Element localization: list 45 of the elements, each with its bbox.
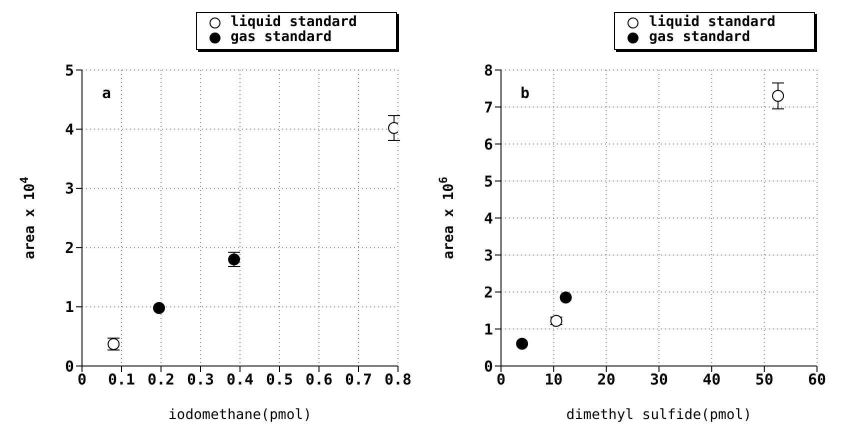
annotation: b: [520, 84, 530, 102]
x-tick-label: 0.7: [344, 370, 372, 389]
x-tick-label: 0.3: [186, 370, 214, 389]
x-tick-label: 0.8: [384, 370, 412, 389]
x-tick-label: 0.2: [147, 370, 175, 389]
x-tick-label: 0: [496, 370, 506, 389]
x-tick-label: 40: [702, 370, 720, 389]
y-tick-label: 2: [483, 283, 492, 302]
x-tick-label: 0.4: [226, 370, 254, 389]
y-tick-label: 4: [64, 120, 74, 139]
x-tick-label: 0.1: [108, 370, 136, 389]
legend-label: liquid standard: [230, 14, 357, 30]
x-tick-label: 20: [596, 370, 615, 389]
y-tick-label: 5: [483, 172, 492, 190]
y-tick-label: 0: [483, 357, 492, 376]
x-axis-title: dimethyl sulfide(pmol): [566, 407, 752, 423]
point: [550, 314, 562, 327]
y-tick-label: 4: [483, 209, 492, 228]
point: [559, 292, 572, 304]
legend-label: gas standard: [230, 29, 332, 45]
x-tick-label: 50: [754, 370, 773, 389]
y-tick-label: 8: [483, 61, 492, 80]
annotation: a: [102, 84, 112, 102]
y-tick-label: 2: [64, 238, 74, 257]
x-axis-title: iodomethane(pmol): [168, 407, 312, 423]
x-tick-label: 0.5: [266, 370, 294, 389]
x-tick-label: 60: [807, 370, 826, 389]
x-tick-label: 10: [544, 370, 562, 389]
x-tick-label: 0.6: [305, 370, 333, 389]
legend-label: gas standard: [649, 29, 750, 45]
legend-label: liquid standard: [649, 14, 776, 30]
y-tick-label: 3: [64, 180, 74, 198]
y-tick-label: 7: [483, 98, 492, 116]
point: [153, 302, 166, 314]
point: [772, 90, 784, 102]
y-tick-label: 0: [64, 357, 74, 376]
point: [516, 338, 528, 350]
x-tick-label: 30: [649, 370, 668, 389]
y-tick-label: 3: [483, 246, 492, 264]
y-tick-label: 1: [483, 320, 492, 338]
y-tick-label: 1: [64, 298, 74, 316]
y-tick-label: 6: [483, 135, 492, 154]
x-tick-label: 0: [77, 370, 87, 389]
point: [388, 122, 398, 134]
y-tick-label: 5: [64, 61, 74, 80]
